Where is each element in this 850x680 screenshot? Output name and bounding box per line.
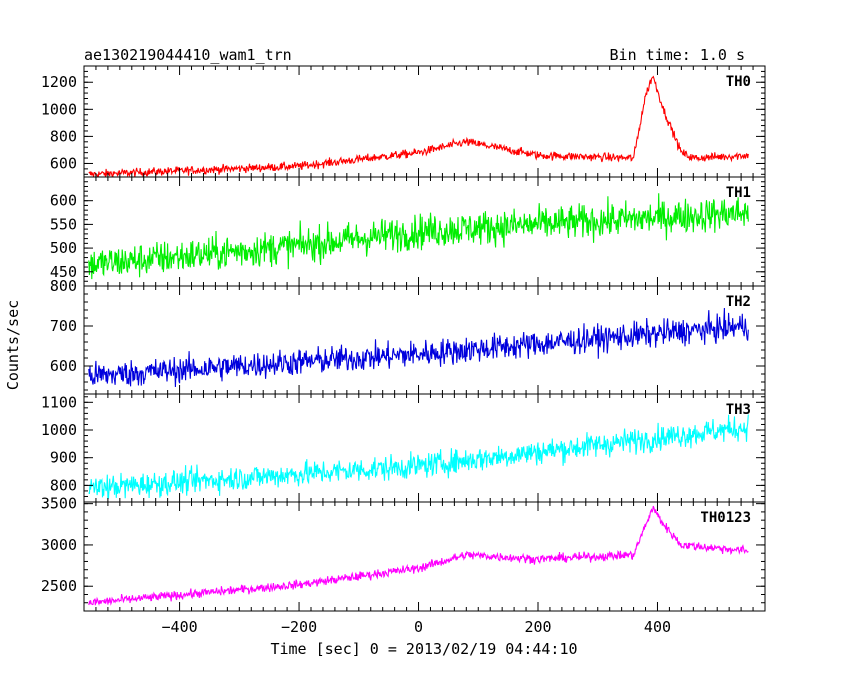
- y-tick-label: 1100: [41, 393, 77, 411]
- y-tick-label: 600: [50, 154, 77, 172]
- panel-th0: 600 800 1000 1200 TH0: [41, 65, 766, 178]
- y-tick-label: 450: [50, 263, 77, 281]
- y-tick-label: 3000: [41, 536, 77, 554]
- series-th0123-line: [88, 505, 749, 606]
- y-tick-label: 550: [50, 215, 77, 233]
- y-tick-label: 900: [50, 449, 77, 467]
- series-th1-line: [88, 193, 749, 280]
- panel-label-th0: TH0: [726, 74, 751, 90]
- panel-label-th3: TH3: [726, 402, 751, 418]
- x-tick-label: 0: [414, 618, 423, 636]
- panel-label-th2: TH2: [726, 294, 751, 310]
- y-tick-label: 600: [50, 192, 77, 210]
- panel-th1: 450 500 550 600 TH1: [50, 176, 766, 287]
- series-th2-line: [88, 307, 749, 388]
- y-tick-label: 2500: [41, 577, 77, 595]
- panel-frame: [83, 65, 766, 178]
- bin-time-label: Bin time: 1.0 s: [610, 46, 745, 64]
- panel-th0123: 2500 3000 3500 TH0123: [41, 495, 766, 612]
- panel-label-th0123: TH0123: [700, 510, 751, 526]
- panels: 600 800 1000 1200 TH0 450 500 550 600 TH1 600 700 80…: [41, 65, 766, 612]
- y-tick-label: 1000: [41, 421, 77, 439]
- y-tick-label: 800: [50, 476, 77, 494]
- y-tick-label: 600: [50, 357, 77, 375]
- panel-label-th1: TH1: [726, 185, 751, 201]
- x-tick-label: 200: [524, 618, 551, 636]
- panel-th2: 600 700 800 TH2: [50, 277, 766, 395]
- x-axis-label: Time [sec] 0 = 2013/02/19 04:44:10: [270, 640, 577, 658]
- y-tick-label: 3500: [41, 495, 77, 513]
- x-tick-label: 400: [644, 618, 671, 636]
- series-th0-line: [88, 75, 749, 177]
- x-tick-label: −200: [281, 618, 317, 636]
- panel-frame: [83, 501, 766, 612]
- y-tick-label: 800: [50, 127, 77, 145]
- panel-th3: 800 900 1000 1100 TH3: [41, 393, 766, 503]
- y-tick-label: 1000: [41, 100, 77, 118]
- y-tick-label: 800: [50, 277, 77, 295]
- y-tick-label: 1200: [41, 73, 77, 91]
- y-tick-label: 500: [50, 239, 77, 257]
- x-axis: −400 −200 0 200 400: [162, 618, 672, 636]
- series-th3-line: [88, 414, 749, 499]
- y-axis-label: Counts/sec: [4, 300, 22, 390]
- x-tick-label: −400: [162, 618, 198, 636]
- chart-title: ae130219044410_wam1_trn: [84, 46, 292, 64]
- y-tick-label: 700: [50, 317, 77, 335]
